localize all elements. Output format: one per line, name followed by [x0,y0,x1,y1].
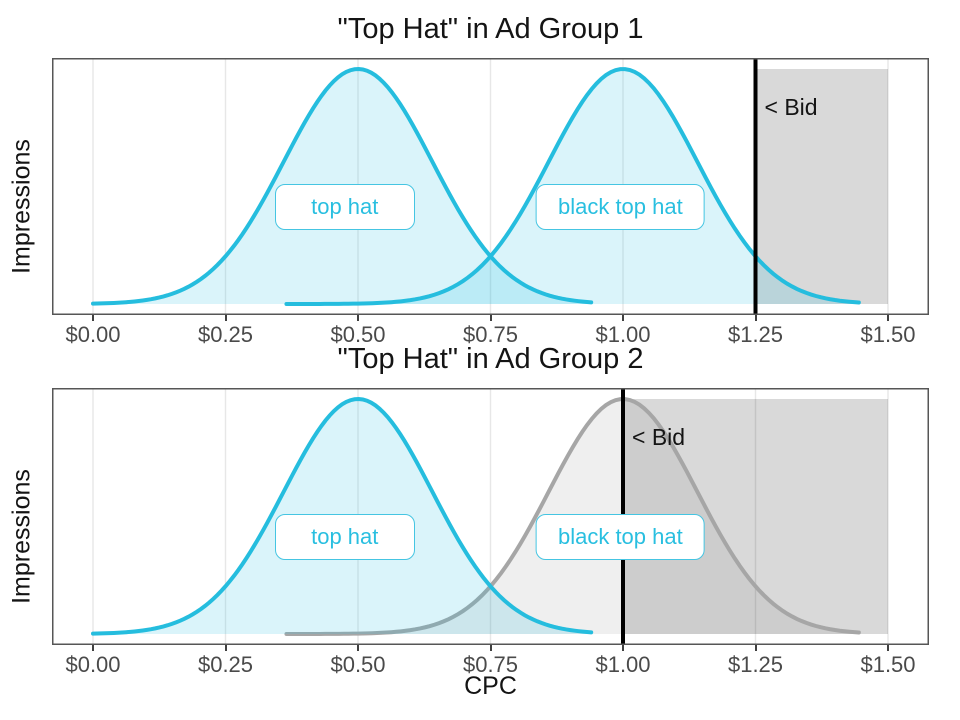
x-tick-label: $0.50 [330,322,386,347]
x-tick-label: $0.25 [197,322,254,347]
chart-title-ad-group-1: "Top Hat" in Ad Group 1 [337,13,644,45]
x-tick-label: $0.50 [330,652,386,677]
x-tick-mark [887,645,889,651]
series-label-top-hat: top hat [274,184,415,230]
chart-title-ad-group-2: "Top Hat" in Ad Group 2 [337,343,644,375]
x-tick-label: $1.25 [727,322,784,347]
panel-border [52,58,929,315]
x-tick-label: $1.00 [595,322,651,347]
shade-region [755,69,888,304]
x-tick-label: $0.25 [197,652,254,677]
x-tick-mark [357,645,359,651]
x-tick-label: $0.75 [462,652,519,677]
x-tick-mark [224,315,227,321]
x-tick-mark [92,315,94,321]
x-axis-title-cpc: CPC [464,672,517,700]
x-tick-label: $1.50 [860,652,916,677]
y-axis-label-impressions: Impressions [7,139,36,274]
series-label-black-top-hat: black top hat [535,514,705,560]
density-curve-black-top-hat [284,397,861,636]
x-tick-label: $0.75 [462,322,519,347]
x-tick-label: $1.25 [727,652,784,677]
plot-panel-ad-group-2 [52,388,929,645]
density-curve-top-hat [91,397,594,636]
panel-canvas [52,388,929,645]
x-tick-mark [754,315,757,321]
x-tick-mark [357,315,359,321]
series-label-top-hat: top hat [274,514,415,560]
series-label-black-top-hat: black top hat [535,184,705,230]
bid-annotation: < Bid [764,94,818,120]
x-tick-mark [887,315,889,321]
x-tick-mark [92,645,94,651]
x-tick-mark [224,645,227,651]
x-tick-label: $1.50 [860,322,916,347]
x-tick-mark [489,645,492,651]
y-axis-label-impressions: Impressions [7,469,36,604]
x-tick-mark [622,315,624,321]
x-tick-label: $1.00 [595,652,651,677]
density-curve-black-top-hat [284,67,861,306]
bid-annotation: < Bid [632,424,686,450]
panel-border [52,388,929,645]
x-tick-label: $0.00 [65,652,121,677]
density-curve-top-hat [91,67,594,306]
x-tick-mark [754,645,757,651]
x-tick-mark [622,645,624,651]
x-tick-mark [489,315,492,321]
x-tick-label: $0.00 [65,322,121,347]
